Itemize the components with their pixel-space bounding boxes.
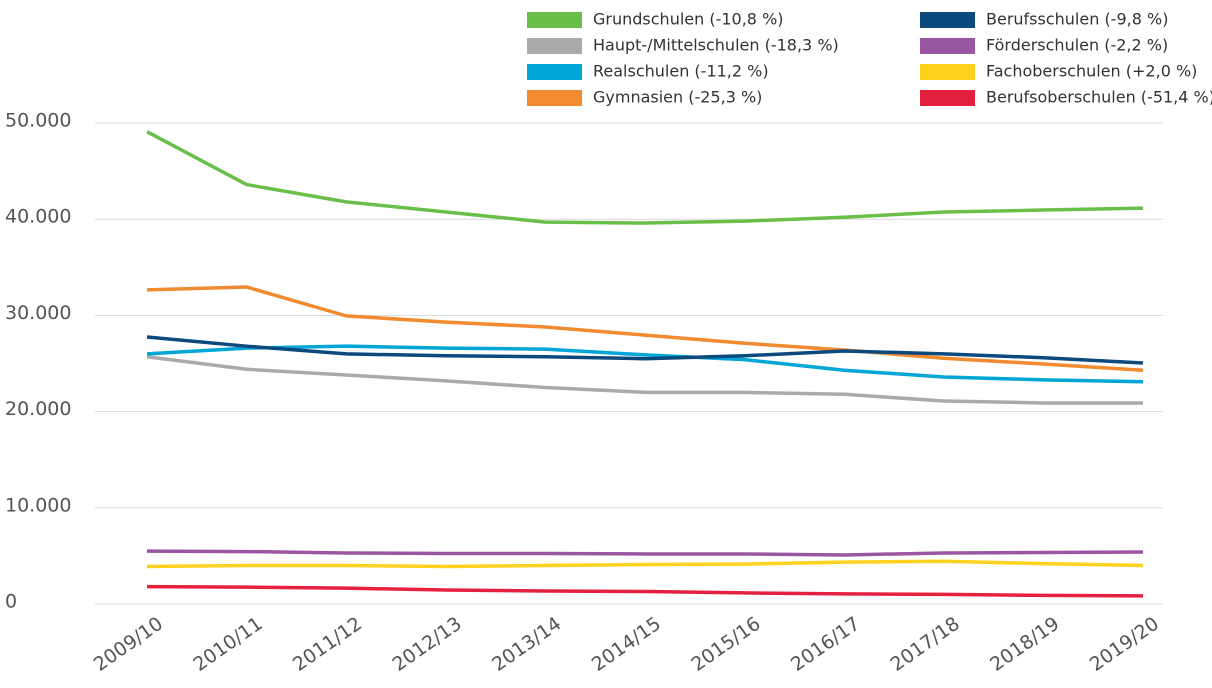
- x-tick-label: 2018/19: [986, 613, 1063, 676]
- legend-label: Fachoberschulen (+2,0 %): [986, 62, 1197, 81]
- series-line: [146, 584, 1144, 598]
- x-tick-label: 2014/15: [588, 613, 665, 676]
- series-line: [146, 355, 1143, 405]
- y-tick-label: 30.000: [5, 302, 71, 324]
- y-tick-label: 50.000: [5, 110, 71, 132]
- series-line: [146, 344, 1144, 384]
- legend-swatch: [527, 38, 582, 54]
- series-line: [146, 130, 1144, 225]
- x-tick-label: 2012/13: [389, 613, 466, 676]
- y-tick-label: 10.000: [5, 494, 71, 516]
- x-tick-label: 2019/20: [1086, 613, 1163, 676]
- legend-swatch: [920, 64, 975, 80]
- y-tick-label: 40.000: [5, 206, 71, 228]
- series-line: [146, 559, 1144, 569]
- x-tick-label: 2015/16: [687, 613, 764, 676]
- legend-label: Berufsoberschulen (-51,4 %): [986, 88, 1212, 107]
- x-tick-label: 2017/18: [887, 613, 964, 676]
- x-tick-label: 2016/17: [787, 613, 864, 676]
- legend-label: Grundschulen (-10,8 %): [593, 10, 784, 29]
- y-tick-label: 0: [5, 591, 17, 613]
- y-tick-label: 20.000: [5, 398, 71, 420]
- legend-swatch: [920, 12, 975, 28]
- x-tick-label: 2011/12: [289, 613, 366, 676]
- legend-swatch: [527, 90, 582, 106]
- legend-label: Realschulen (-11,2 %): [593, 62, 769, 81]
- legend-swatch: [920, 90, 975, 106]
- legend-swatch: [527, 12, 582, 28]
- x-tick-label: 2013/14: [488, 613, 565, 676]
- series-line: [146, 335, 1144, 365]
- legend-label: Haupt-/Mittelschulen (-18,3 %): [593, 36, 839, 55]
- series-line: [146, 549, 1144, 557]
- series-line: [146, 285, 1144, 372]
- legend-swatch: [527, 64, 582, 80]
- legend-label: Gymnasien (-25,3 %): [593, 88, 762, 107]
- legend-swatch: [920, 38, 975, 54]
- legend-label: Berufsschulen (-9,8 %): [986, 10, 1168, 29]
- x-tick-label: 2009/10: [90, 613, 167, 676]
- legend-label: Förderschulen (-2,2 %): [986, 36, 1168, 55]
- x-tick-label: 2010/11: [189, 613, 266, 676]
